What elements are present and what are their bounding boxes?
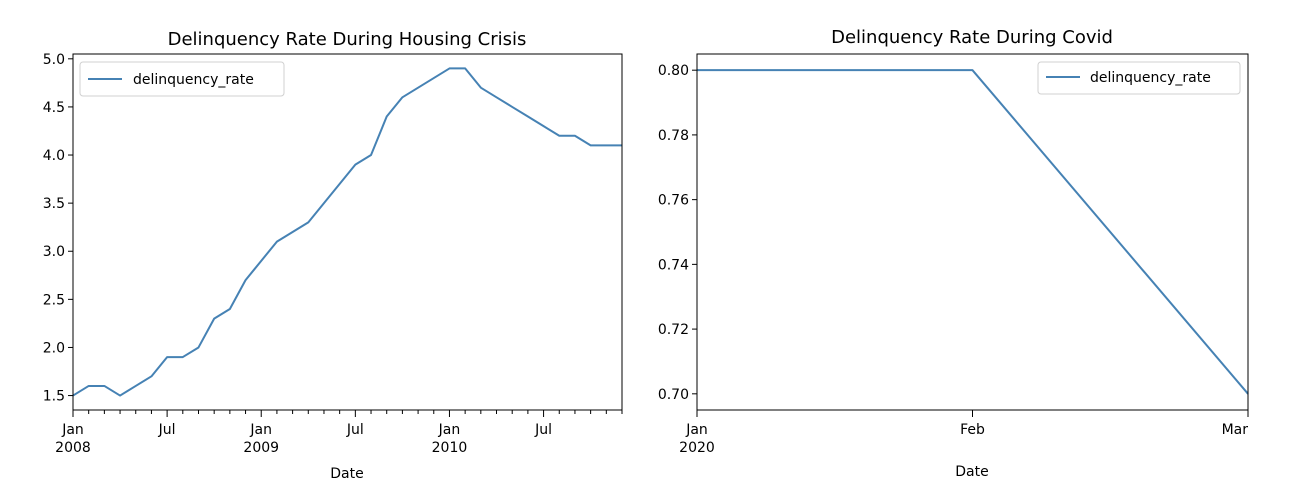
x-axis: Jan 2020 Feb Mar [679, 410, 1249, 456]
y-tick-label: 2.5 [43, 292, 65, 308]
x-tick-sublabel: 2008 [55, 440, 91, 456]
y-tick-label: 0.70 [658, 387, 689, 403]
legend-label: delinquency_rate [1090, 70, 1211, 86]
x-tick-label: Mar [1222, 422, 1249, 438]
x-axis-label: Date [955, 464, 988, 480]
y-tick-label: 1.5 [43, 389, 65, 405]
x-tick-label: Jan [685, 422, 708, 438]
chart-housing-crisis: Delinquency Rate During Housing Crisis 1… [43, 29, 623, 482]
legend: delinquency_rate [1037, 61, 1241, 95]
legend: delinquency_rate [79, 61, 285, 97]
x-axis: Jan 2008 Jul Jan 2009 Jul Jan 2010 Jul [55, 410, 623, 456]
y-tick-label: 3.0 [43, 244, 65, 260]
x-tick-sublabel: 2010 [432, 440, 468, 456]
x-axis-label: Date [330, 466, 363, 482]
y-axis: 0.70 0.72 0.74 0.76 0.78 0.80 [658, 63, 697, 403]
chart-title: Delinquency Rate During Covid [831, 27, 1113, 48]
x-tick-sublabel: 2009 [243, 440, 279, 456]
y-tick-label: 0.78 [658, 128, 689, 144]
y-axis: 1.5 2.0 2.5 3.0 3.5 4.0 4.5 5.0 [43, 52, 73, 405]
x-tick-label: Jul [346, 422, 364, 438]
x-tick-sublabel: 2020 [679, 440, 715, 456]
y-tick-label: 5.0 [43, 52, 65, 68]
series-line [697, 69, 1249, 395]
x-tick-label: Jan [249, 422, 272, 438]
x-tick-label: Jan [438, 422, 461, 438]
y-tick-label: 4.0 [43, 148, 65, 164]
y-tick-label: 0.74 [658, 257, 689, 273]
x-tick-label: Jul [158, 422, 176, 438]
y-tick-label: 2.0 [43, 340, 65, 356]
chart-covid: Delinquency Rate During Covid 0.700.720.… [658, 27, 1249, 480]
legend-box [79, 61, 285, 97]
chart-title: Delinquency Rate During Housing Crisis [168, 29, 527, 50]
x-tick-label: Jul [534, 422, 552, 438]
series-line-layer [72, 67, 622, 397]
y-tick-label: 0.80 [658, 63, 689, 79]
series-line [72, 67, 622, 397]
x-tick-label: Feb [960, 422, 985, 438]
legend-box [1037, 61, 1241, 95]
plot-frame [696, 53, 1249, 411]
plot-frame [72, 53, 623, 411]
y-tick-label: 0.76 [658, 193, 689, 209]
y-tick-label: 3.5 [43, 196, 65, 212]
legend-label: delinquency_rate [133, 72, 254, 88]
series-line-layer [697, 69, 1249, 395]
x-tick-label: Jan [61, 422, 84, 438]
y-tick-label: 0.72 [658, 322, 689, 338]
y-tick-label: 4.5 [43, 100, 65, 116]
